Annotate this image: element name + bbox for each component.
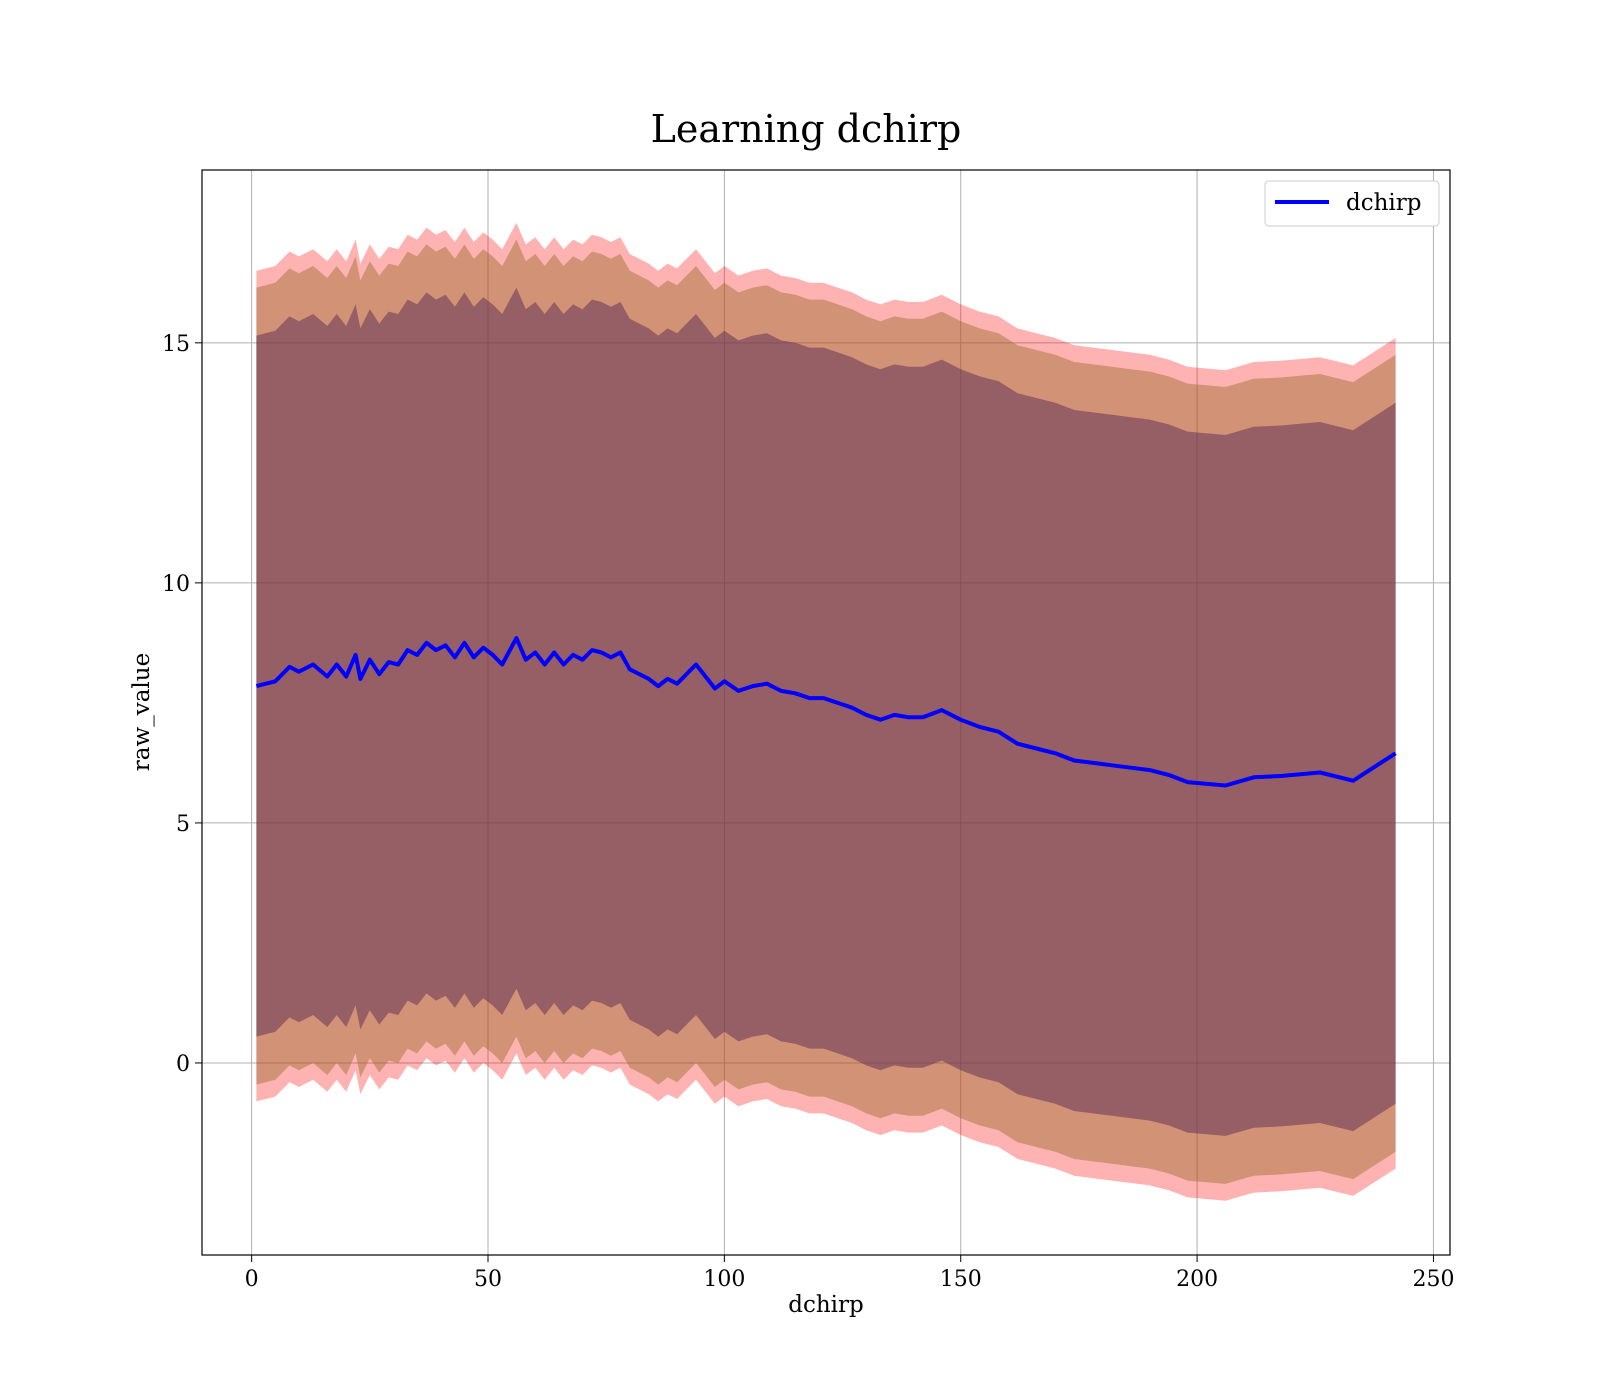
x-axis-label: dchirp xyxy=(788,1292,864,1318)
legend: dchirp xyxy=(1264,180,1440,227)
legend-box xyxy=(1264,180,1440,227)
y-tick-label: 10 xyxy=(162,572,190,597)
legend-label-dchirp: dchirp xyxy=(1346,190,1422,216)
x-tick-label: 150 xyxy=(940,1267,982,1292)
x-tick-label: 250 xyxy=(1412,1267,1454,1292)
y-axis: 0 5 10 15 xyxy=(162,332,202,1077)
y-axis-label: raw_value xyxy=(129,653,155,771)
x-tick-label: 200 xyxy=(1176,1267,1218,1292)
x-axis: 0 50 100 150 200 250 xyxy=(245,1255,1454,1292)
series-line-dchirp xyxy=(255,636,1397,788)
x-tick-label: 100 xyxy=(703,1267,745,1292)
plot-frame xyxy=(201,169,1451,1256)
y-tick-label: 5 xyxy=(176,812,190,837)
x-tick-label: 0 xyxy=(245,1267,259,1292)
inner-confidence-band xyxy=(256,287,1396,1136)
chart-title: Learning dchirp xyxy=(651,107,962,151)
y-tick-label: 0 xyxy=(176,1052,190,1077)
x-tick-label: 50 xyxy=(474,1267,502,1292)
plot-area xyxy=(201,169,1451,1256)
y-tick-label: 15 xyxy=(162,332,190,357)
